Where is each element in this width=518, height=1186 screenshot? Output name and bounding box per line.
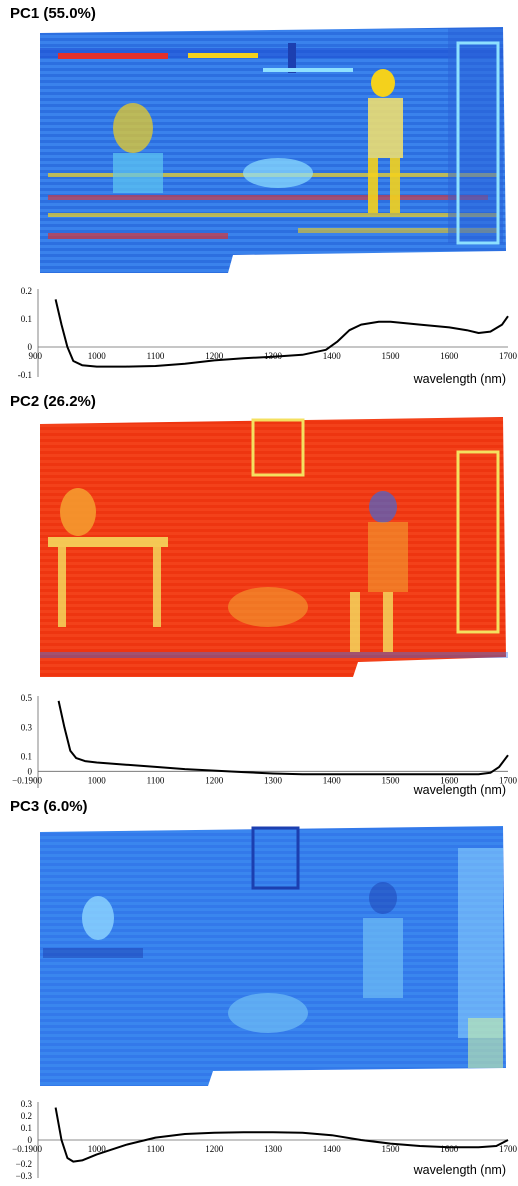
pc1-panel: PC1 (55.0%) — [0, 0, 518, 390]
x-tick-label: 1600 — [440, 351, 459, 361]
x-tick-label: 1000 — [88, 351, 107, 361]
y-tick-label: 0.3 — [21, 722, 33, 732]
x-tick-label: 1700 — [499, 351, 518, 361]
series-line — [54, 1107, 509, 1163]
pc2-loading-plot: 0.5 0.3 0.1 0−0.1900 1000 1100 1200 1300 1400 150… — [12, 693, 518, 797]
x-tick-label: 1400 — [323, 351, 342, 361]
x-tick-label: 1100 — [147, 775, 165, 785]
x-tick-label: 1600 — [440, 775, 459, 785]
pc2-image — [38, 412, 508, 680]
pc3-loading-plot: 0.3 0.2 0.1 0 −0.2 −0.3 −0.1900 1000 1100 1200 130… — [12, 1099, 518, 1181]
pc2-panel: PC2 (26.2%) 0.5 0.3 0.1 0 −0.1900 1000 1100 — [0, 390, 518, 797]
x-tick-label: 900 — [29, 351, 43, 361]
x-axis-label: wavelength (nm) — [413, 783, 506, 797]
pc3-falsecolor-image — [40, 826, 506, 1086]
x-tick-label: −0.1900 — [12, 1144, 42, 1154]
x-tick-label: 1200 — [205, 351, 224, 361]
x-tick-label: 1500 — [382, 351, 401, 361]
y-tick-label: −0.2 — [16, 1159, 32, 1169]
y-tick-label: 0 — [28, 342, 33, 352]
x-tick-label: 1500 — [382, 775, 401, 785]
x-tick-label: 1200 — [205, 775, 224, 785]
pc2-title: PC2 (26.2%) — [10, 393, 96, 410]
x-tick-label: 1000 — [88, 775, 107, 785]
y-tick-label: 0.1 — [21, 1123, 32, 1133]
series-line — [54, 299, 509, 368]
x-tick-label: 1000 — [88, 1144, 107, 1154]
x-tick-label: 1100 — [147, 1144, 165, 1154]
pc3-panel: PC3 (6.0%) 0.3 0.2 0.1 0 −0.2 −0.3 −0.1900 1000… — [0, 790, 518, 1186]
y-tick-label: 0.2 — [21, 1111, 32, 1121]
y-tick-label: −0.3 — [16, 1171, 33, 1181]
y-tick-label: 0.3 — [21, 1099, 33, 1109]
y-tick-label: 0.2 — [21, 286, 32, 296]
y-tick-label: 0 — [28, 1135, 33, 1145]
pc1-title: PC1 (55.0%) — [10, 5, 96, 22]
y-tick-label: 0 — [28, 766, 33, 776]
x-tick-label: 1400 — [323, 1144, 342, 1154]
x-tick-label: 1700 — [499, 775, 518, 785]
x-tick-label: 1700 — [499, 1144, 518, 1154]
y-tick-label: 0.1 — [21, 752, 32, 762]
x-tick-label: 1100 — [147, 351, 165, 361]
x-tick-label: 1500 — [382, 1144, 401, 1154]
x-axis-label: wavelength (nm) — [413, 372, 506, 386]
pc1-falsecolor-image — [40, 27, 506, 273]
x-tick-label: 1300 — [264, 1144, 283, 1154]
x-tick-label: 1200 — [205, 1144, 224, 1154]
pc1-loading-plot: 0.20.10-0.1900 1000 1100 1200 1300 1400 1500 16… — [18, 286, 518, 386]
y-tick-label: 0.1 — [21, 314, 32, 324]
pc2-falsecolor-image — [40, 417, 508, 677]
x-tick-label: −0.1900 — [12, 775, 42, 785]
y-tick-label: -0.1 — [18, 370, 32, 380]
x-tick-label: 1400 — [323, 775, 342, 785]
x-tick-label: 1300 — [264, 775, 283, 785]
x-axis-label: wavelength (nm) — [413, 1163, 506, 1177]
x-tick-label: 1600 — [440, 1144, 459, 1154]
y-tick-label: 0.5 — [21, 693, 33, 703]
pc3-title: PC3 (6.0%) — [10, 798, 88, 815]
series-line — [57, 700, 509, 776]
pc1-image — [38, 23, 508, 278]
pc3-image — [38, 818, 508, 1098]
